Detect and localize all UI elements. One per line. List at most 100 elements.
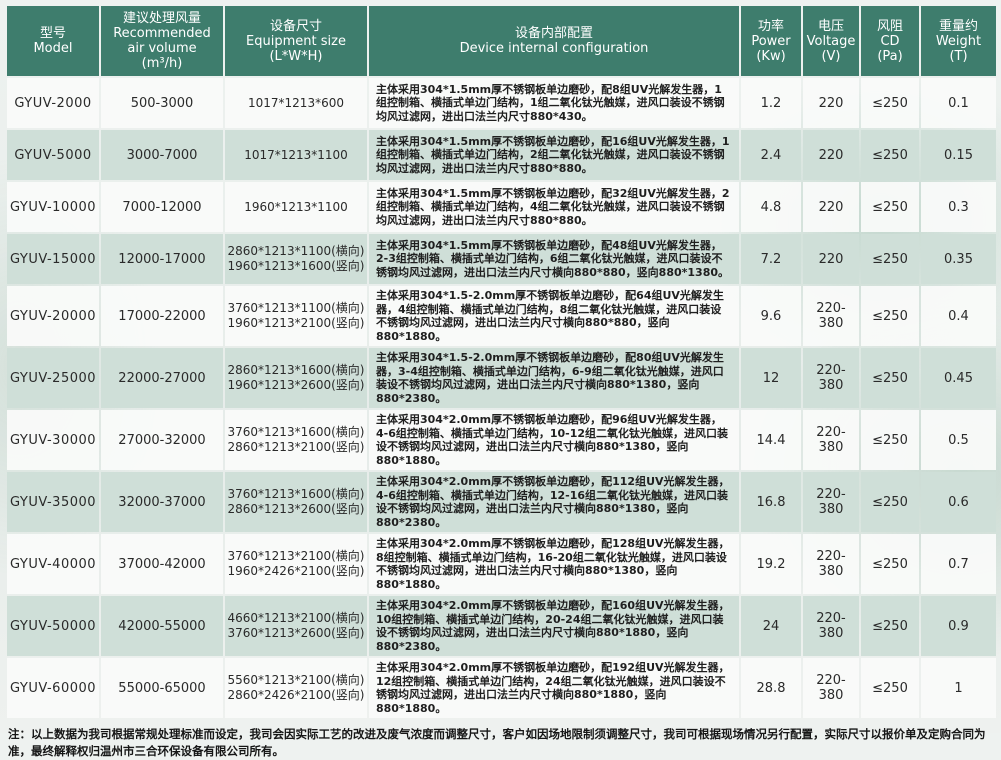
- table-row: GYUV-20000 17000-22000 3760*1213*1100(横向…: [7, 286, 996, 346]
- cell-equipment-size: 2860*1213*1100(横向) 1960*1213*1600(竖向): [225, 234, 367, 284]
- cell-internal-configuration: 主体采用304*1.5mm厚不锈钢板单边磨砂，配16组UV光解发生器，1组控制箱…: [369, 130, 739, 180]
- cell-internal-configuration: 主体采用304*2.0mm厚不锈钢板单边磨砂，配160组UV光解发生器，10组控…: [369, 596, 739, 656]
- cell-model: GYUV-60000: [7, 658, 99, 718]
- cell-internal-configuration: 主体采用304*2.0mm厚不锈钢板单边磨砂，配96组UV光解发生器，4-6组控…: [369, 410, 739, 470]
- cell-power: 2.4: [741, 130, 801, 180]
- cell-internal-configuration: 主体采用304*2.0mm厚不锈钢板单边磨砂，配192组UV光解发生器，12组控…: [369, 658, 739, 718]
- cell-model: GYUV-20000: [7, 286, 99, 346]
- cell-power: 7.2: [741, 234, 801, 284]
- cell-weight: 0.15: [921, 130, 996, 180]
- cell-power: 16.8: [741, 472, 801, 532]
- cell-model: GYUV-5000: [7, 130, 99, 180]
- table-row: GYUV-30000 27000-32000 3760*1213*1600(横向…: [7, 410, 996, 470]
- cell-voltage: 220: [803, 182, 859, 232]
- cell-voltage: 220-380: [803, 286, 859, 346]
- cell-voltage: 220-380: [803, 348, 859, 408]
- cell-model: GYUV-50000: [7, 596, 99, 656]
- cell-wind-resistance: ≤250: [861, 534, 919, 594]
- cell-internal-configuration: 主体采用304*1.5mm厚不锈钢板单边磨砂，配8组UV光解发生器，1组控制箱、…: [369, 78, 739, 128]
- cell-voltage: 220: [803, 78, 859, 128]
- cell-model: GYUV-30000: [7, 410, 99, 470]
- cell-air-volume: 7000-12000: [101, 182, 223, 232]
- cell-power: 28.8: [741, 658, 801, 718]
- table-row: GYUV-50000 42000-55000 4660*1213*2100(横向…: [7, 596, 996, 656]
- cell-weight: 0.7: [921, 534, 996, 594]
- cell-voltage: 220-380: [803, 658, 859, 718]
- cell-model: GYUV-25000: [7, 348, 99, 408]
- cell-air-volume: 27000-32000: [101, 410, 223, 470]
- col-header-air-volume: 建议处理风量 Recommended air volume (m³/h): [101, 6, 223, 76]
- cell-wind-resistance: ≤250: [861, 410, 919, 470]
- cell-power: 12: [741, 348, 801, 408]
- table-row: GYUV-60000 55000-65000 5560*1213*2100(横向…: [7, 658, 996, 718]
- cell-internal-configuration: 主体采用304*2.0mm厚不锈钢板单边磨砂，配112组UV光解发生器，4-6组…: [369, 472, 739, 532]
- cell-power: 24: [741, 596, 801, 656]
- cell-weight: 0.6: [921, 472, 996, 532]
- cell-power: 1.2: [741, 78, 801, 128]
- cell-air-volume: 17000-22000: [101, 286, 223, 346]
- table-row: GYUV-40000 37000-42000 3760*1213*2100(横向…: [7, 534, 996, 594]
- cell-wind-resistance: ≤250: [861, 182, 919, 232]
- catalog-page: 型号 Model 建议处理风量 Recommended air volume (…: [0, 4, 1001, 758]
- cell-internal-configuration: 主体采用304*1.5mm厚不锈钢板单边磨砂，配48组UV光解发生器，2-3组控…: [369, 234, 739, 284]
- cell-weight: 0.5: [921, 410, 996, 470]
- cell-equipment-size: 1960*1213*1100: [225, 182, 367, 232]
- cell-internal-configuration: 主体采用304*1.5-2.0mm厚不锈钢板单边磨砂，配80组UV光解发生器，3…: [369, 348, 739, 408]
- col-header-power: 功率 Power (Kw): [741, 6, 801, 76]
- cell-internal-configuration: 主体采用304*2.0mm厚不锈钢板单边磨砂，配128组UV光解发生器，8组控制…: [369, 534, 739, 594]
- col-header-weight: 重量约 Weight (T): [921, 6, 996, 76]
- cell-air-volume: 3000-7000: [101, 130, 223, 180]
- col-header-model: 型号 Model: [7, 6, 99, 76]
- cell-equipment-size: 1017*1213*600: [225, 78, 367, 128]
- col-header-wind-resistance: 风阻 CD (Pa): [861, 6, 919, 76]
- cell-model: GYUV-2000: [7, 78, 99, 128]
- cell-voltage: 220: [803, 234, 859, 284]
- cell-weight: 0.1: [921, 78, 996, 128]
- cell-wind-resistance: ≤250: [861, 348, 919, 408]
- cell-equipment-size: 4660*1213*2100(横向) 3760*1213*2600(竖向): [225, 596, 367, 656]
- cell-weight: 1: [921, 658, 996, 718]
- cell-power: 9.6: [741, 286, 801, 346]
- cell-internal-configuration: 主体采用304*1.5mm厚不锈钢板单边磨砂，配32组UV光解发生器，2组控制箱…: [369, 182, 739, 232]
- spec-table-body: GYUV-2000 500-3000 1017*1213*600 主体采用304…: [7, 78, 996, 718]
- cell-wind-resistance: ≤250: [861, 130, 919, 180]
- cell-air-volume: 22000-27000: [101, 348, 223, 408]
- table-row: GYUV-5000 3000-7000 1017*1213*1100 主体采用3…: [7, 130, 996, 180]
- cell-voltage: 220-380: [803, 534, 859, 594]
- spec-table: 型号 Model 建议处理风量 Recommended air volume (…: [5, 4, 998, 720]
- col-header-voltage: 电压 Voltage (V): [803, 6, 859, 76]
- cell-voltage: 220-380: [803, 410, 859, 470]
- cell-equipment-size: 3760*1213*1100(横向) 1960*1213*2100(竖向): [225, 286, 367, 346]
- cell-model: GYUV-40000: [7, 534, 99, 594]
- cell-air-volume: 12000-17000: [101, 234, 223, 284]
- cell-power: 19.2: [741, 534, 801, 594]
- spec-table-header: 型号 Model 建议处理风量 Recommended air volume (…: [7, 6, 996, 76]
- cell-equipment-size: 3760*1213*1600(横向) 2860*1213*2600(竖向): [225, 472, 367, 532]
- cell-weight: 0.35: [921, 234, 996, 284]
- cell-model: GYUV-35000: [7, 472, 99, 532]
- cell-model: GYUV-10000: [7, 182, 99, 232]
- cell-power: 4.8: [741, 182, 801, 232]
- cell-equipment-size: 3760*1213*2100(横向) 1960*2426*2100(竖向): [225, 534, 367, 594]
- cell-air-volume: 32000-37000: [101, 472, 223, 532]
- cell-equipment-size: 2860*1213*1600(横向) 1960*1213*2600(竖向): [225, 348, 367, 408]
- cell-weight: 0.4: [921, 286, 996, 346]
- cell-weight: 0.45: [921, 348, 996, 408]
- cell-air-volume: 55000-65000: [101, 658, 223, 718]
- table-row: GYUV-35000 32000-37000 3760*1213*1600(横向…: [7, 472, 996, 532]
- cell-wind-resistance: ≤250: [861, 286, 919, 346]
- cell-internal-configuration: 主体采用304*1.5-2.0mm厚不锈钢板单边磨砂，配64组UV光解发生器，4…: [369, 286, 739, 346]
- table-row: GYUV-10000 7000-12000 1960*1213*1100 主体采…: [7, 182, 996, 232]
- footnote: 注：以上数据为我司根据常规处理标准而设定，我司会因实际工艺的改进及废气浓度而调整…: [8, 727, 986, 758]
- cell-weight: 0.9: [921, 596, 996, 656]
- table-row: GYUV-2000 500-3000 1017*1213*600 主体采用304…: [7, 78, 996, 128]
- table-row: GYUV-15000 12000-17000 2860*1213*1100(横向…: [7, 234, 996, 284]
- cell-wind-resistance: ≤250: [861, 472, 919, 532]
- cell-air-volume: 37000-42000: [101, 534, 223, 594]
- cell-equipment-size: 5560*1213*2100(横向) 2860*2426*2100(竖向): [225, 658, 367, 718]
- col-header-internal-configuration: 设备内部配置 Device internal configuration: [369, 6, 739, 76]
- cell-wind-resistance: ≤250: [861, 78, 919, 128]
- cell-air-volume: 42000-55000: [101, 596, 223, 656]
- col-header-equipment-size: 设备尺寸 Equipment size (L*W*H): [225, 6, 367, 76]
- cell-wind-resistance: ≤250: [861, 234, 919, 284]
